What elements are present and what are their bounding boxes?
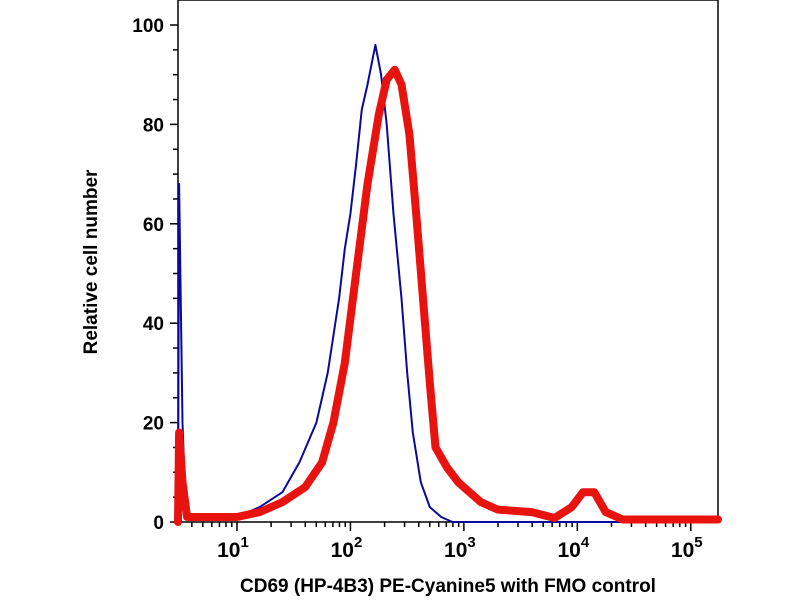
x-tick-label: 102 [331,534,363,562]
x-tick-exponent: 3 [467,534,475,551]
plot-frame [177,0,719,523]
series-line-fmo-control [177,43,719,523]
x-tick-base: 10 [217,539,240,562]
x-tick-exponent: 2 [354,534,362,551]
x-tick-label: 101 [217,534,249,562]
x-tick-label: 105 [671,534,703,562]
x-tick-base: 10 [557,539,580,562]
x-tick-base: 10 [331,539,354,562]
x-axis-label: CD69 (HP-4B3) PE-Cyanine5 with FMO contr… [240,576,656,597]
y-tick-label: 0 [153,513,164,534]
y-tick-label: 60 [143,215,164,236]
y-tick-label: 100 [132,16,164,37]
y-axis-label: Relative cell number [81,169,102,354]
x-tick-label: 104 [557,534,589,562]
x-tick-base: 10 [671,539,694,562]
x-tick-exponent: 1 [240,534,248,551]
y-tick-label: 40 [143,314,164,335]
x-tick-base: 10 [444,539,467,562]
x-tick-exponent: 4 [581,534,590,551]
y-tick-label: 20 [143,414,164,435]
series-line-cd69 [174,65,722,526]
y-tick-label: 80 [143,115,164,136]
x-tick-label: 103 [444,534,476,562]
x-tick-exponent: 5 [694,534,702,551]
